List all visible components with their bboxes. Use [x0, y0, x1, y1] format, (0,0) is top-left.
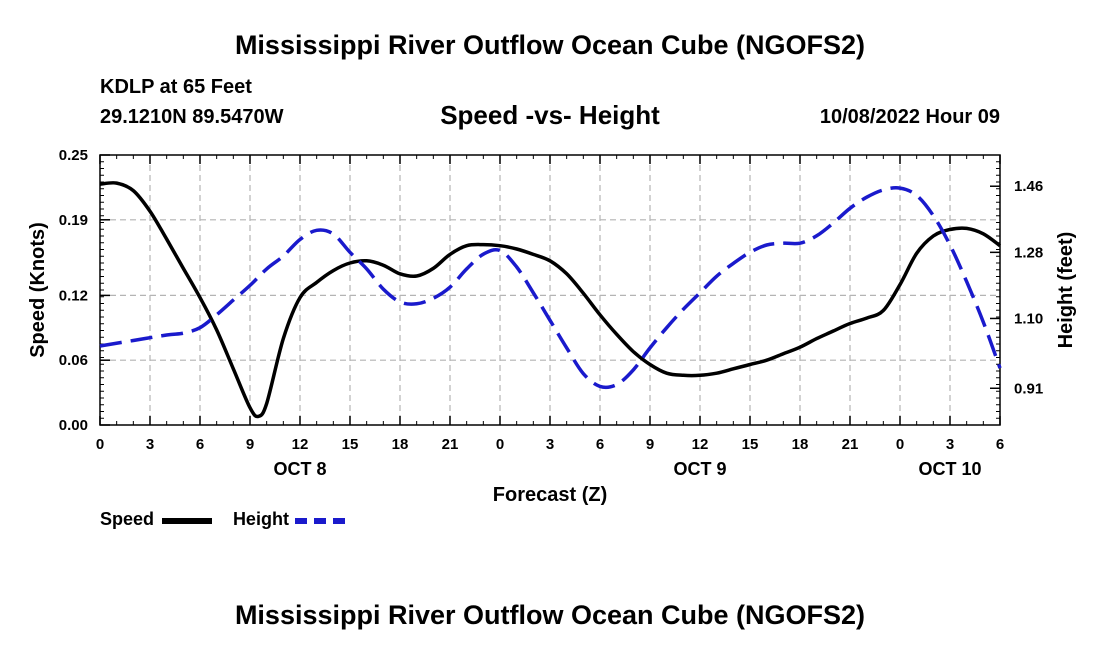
x-day-label: OCT 10: [918, 459, 981, 479]
legend: Speed Height: [100, 509, 346, 530]
x-tick-label: 21: [442, 436, 459, 453]
x-tick-label: 18: [792, 436, 809, 453]
legend-speed-label: Speed: [100, 509, 155, 529]
y2-tick-label: 1.10: [1014, 310, 1043, 327]
legend-height-label: Height: [232, 509, 289, 529]
x-tick-label: 3: [946, 436, 954, 453]
x-axis-title: Forecast (Z): [493, 484, 607, 506]
x-tick-label: 0: [896, 436, 904, 453]
x-tick-label: 0: [496, 436, 504, 453]
x-tick-label: 12: [692, 436, 709, 453]
y-tick-label: 0.12: [59, 287, 88, 304]
y-tick-label: 0.25: [59, 147, 88, 164]
forecast-datetime: 10/08/2022 Hour 09: [819, 106, 1000, 128]
x-tick-label: 15: [742, 436, 759, 453]
x-tick-label: 12: [292, 436, 309, 453]
page-title: Mississippi River Outflow Ocean Cube (NG…: [234, 30, 866, 60]
x-tick-label: 3: [546, 436, 554, 453]
y-tick-label: 0.00: [59, 417, 88, 434]
x-tick-label: 18: [392, 436, 409, 453]
x-tick-label: 9: [246, 436, 254, 453]
y-axis-title: Speed (Knots): [27, 222, 49, 358]
y2-tick-label: 0.91: [1014, 380, 1043, 397]
x-day-label: OCT 9: [673, 459, 726, 479]
y2-tick-label: 1.46: [1014, 178, 1043, 195]
y2-tick-label: 1.28: [1014, 244, 1043, 261]
page-title-repeat: Mississippi River Outflow Ocean Cube (NG…: [234, 600, 866, 630]
chart-subtitle: Speed -vs- Height: [440, 100, 660, 130]
x-tick-label: 6: [196, 436, 204, 453]
series-line-height: [99, 185, 1002, 390]
legend-height-swatch: [295, 517, 346, 524]
x-tick-label: 6: [596, 436, 604, 453]
station-coordinates: 29.1210N 89.5470W: [100, 106, 284, 128]
x-tick-label: 0: [96, 436, 104, 453]
legend-speed-swatch: [162, 517, 213, 524]
y-tick-label: 0.06: [59, 352, 88, 369]
series-line-speed: [99, 181, 1002, 419]
y2-axis-title: Height (feet): [1055, 232, 1077, 349]
x-tick-label: 9: [646, 436, 654, 453]
x-tick-label: 6: [996, 436, 1004, 453]
x-tick-label: 21: [842, 436, 859, 453]
x-tick-label: 15: [342, 436, 359, 453]
x-tick-label: 3: [146, 436, 154, 453]
station-label: KDLP at 65 Feet: [100, 76, 252, 98]
y-tick-label: 0.19: [59, 212, 88, 229]
x-day-label: OCT 8: [273, 459, 326, 479]
